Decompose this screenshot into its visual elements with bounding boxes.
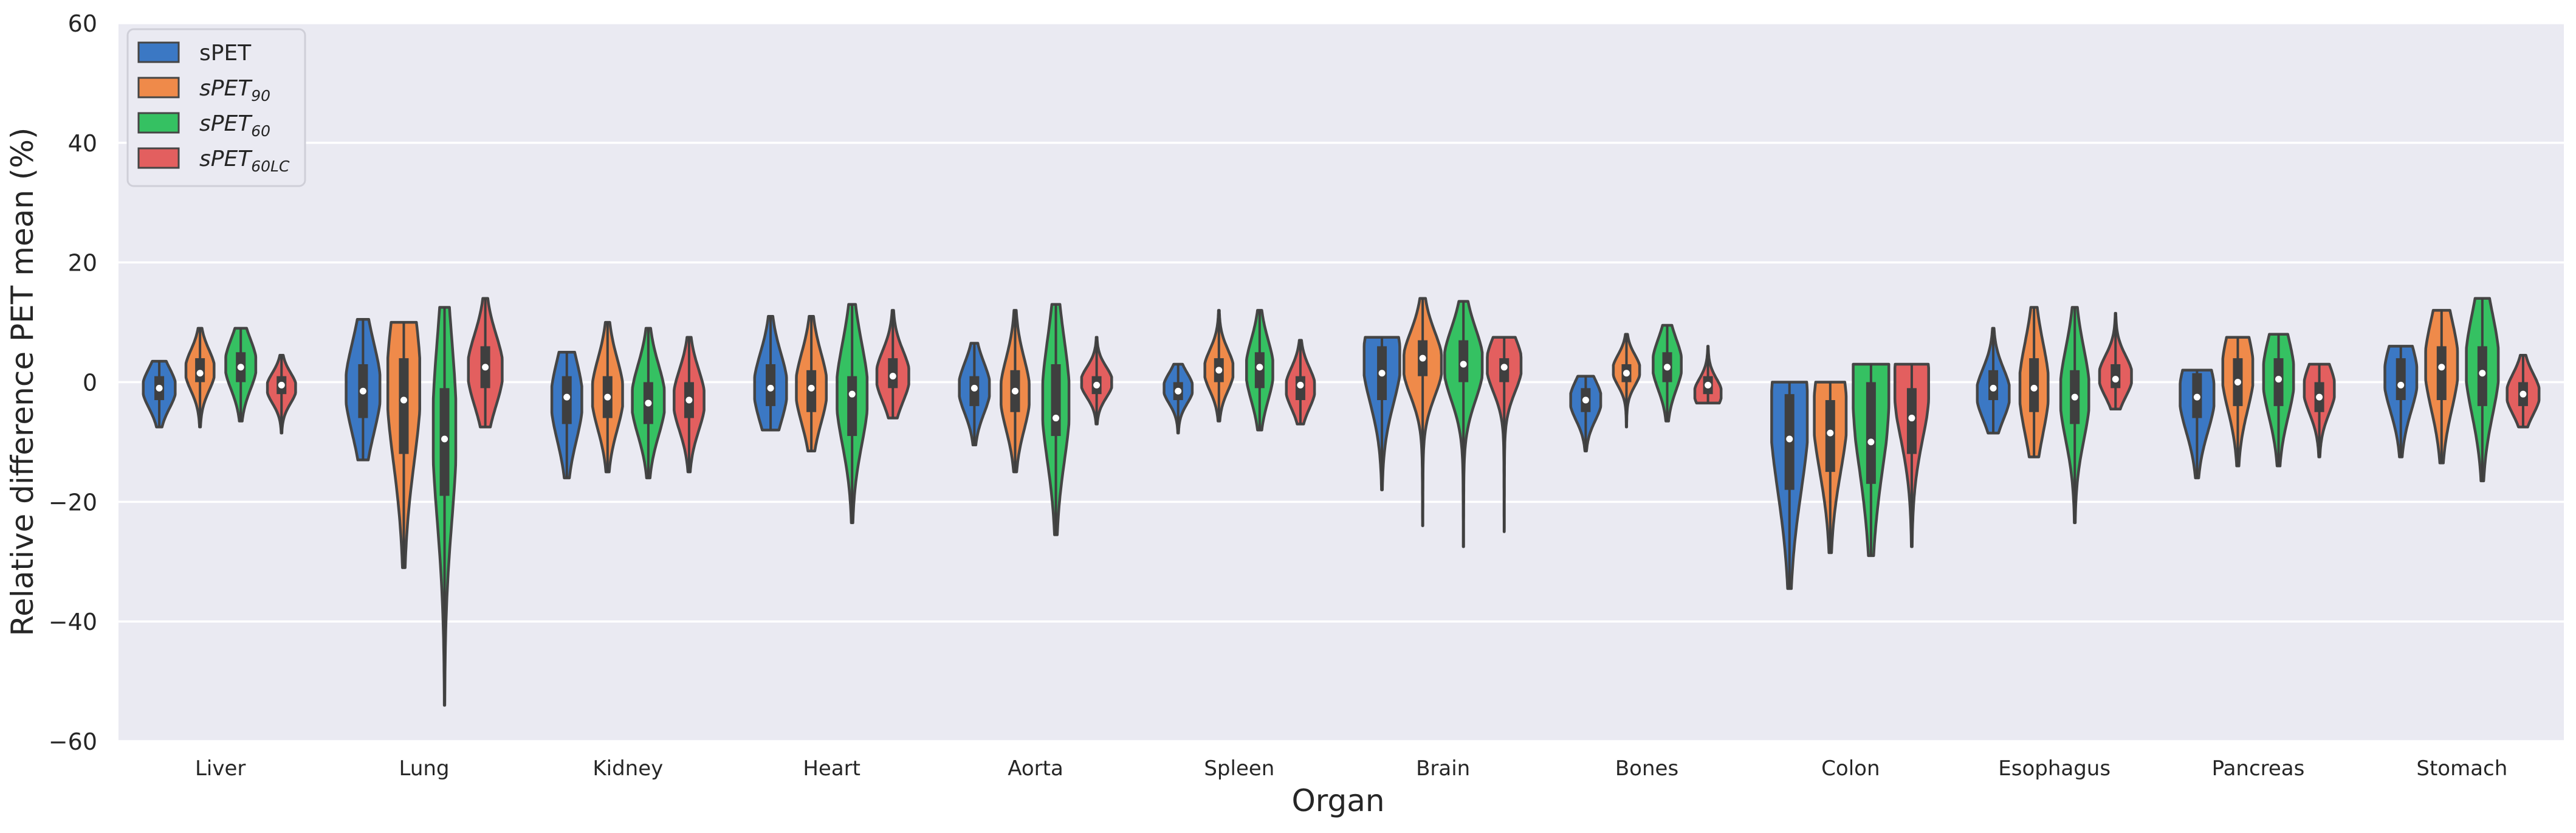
violin-median-dot [1297,381,1304,389]
violin-median-dot [196,370,204,377]
x-tick-label: Heart [803,756,860,781]
violin-median-dot [1460,361,1467,368]
violin-series-sPET [142,314,2419,590]
x-tick-label: Brain [1416,756,1470,781]
x-tick-label: Liver [195,756,246,781]
violin-median-dot [1093,381,1101,389]
violin-median-dot [1256,364,1263,371]
violin-median-dot [237,364,244,371]
x-tick-label: Aorta [1008,756,1063,781]
x-axis-ticks: Liver Lung Kidney Heart Aorta Spleen Brain Bone… [195,756,2507,781]
violin-series-sPET90 [184,297,2459,569]
violin-median-dot [359,387,366,395]
y-tick-label: 40 [68,130,97,157]
y-tick-label: −20 [49,489,97,516]
violin-median-dot [604,393,611,401]
violin-median-dot [1419,354,1426,362]
violin-median-dot [645,399,652,407]
violin-median-dot [2438,364,2445,371]
legend-label-subscript: 60 [251,122,270,140]
legend-label-sPET: sPET [199,41,252,66]
violin-median-dot [2030,384,2038,392]
violin-median-dot [1908,415,1915,422]
y-tick-label: 20 [68,250,97,277]
violin-median-dot [156,384,163,392]
x-tick-label: Stomach [2416,756,2507,781]
y-axis-ticks: −60 −40 −20 0 20 40 60 [49,10,97,755]
y-tick-label: −40 [49,609,97,635]
x-tick-label: Lung [399,756,449,781]
x-tick-label: Esophagus [1998,756,2111,781]
violin-median-dot [1215,367,1223,374]
violin-series-sPET60 [224,297,2500,707]
x-tick-label: Kidney [592,756,663,781]
violin-median-dot [441,435,448,443]
violin-iqr-box [399,358,409,454]
violin-iqr-box [1051,364,1061,437]
violin-median-dot [1175,387,1182,395]
violin-median-dot [1053,415,1060,422]
violin-median-dot [808,384,815,392]
violin-iqr-box [2436,346,2447,401]
x-tick-label: Colon [1821,756,1880,781]
violin-median-dot [1378,370,1386,377]
violin-median-dot [1827,429,1834,437]
violin-median-dot [2234,379,2241,385]
legend-swatch-sPET [137,41,180,63]
violin-series-sPET60LC [266,297,2541,548]
violin-median-dot [2397,381,2405,389]
violin-median-dot [1500,364,1508,371]
x-axis-title: Organ [1291,783,1384,818]
violin-median-dot [2071,393,2078,401]
violin-median-dot [400,396,407,404]
y-tick-label: 60 [68,10,97,37]
violin-median-dot [1582,396,1589,404]
y-tick-label: 0 [83,370,97,396]
violin-median-dot [848,390,856,398]
x-tick-label: Spleen [1204,756,1274,781]
violin-median-dot [970,384,978,392]
violin-median-dot [563,393,571,401]
y-tick-label: −60 [49,728,97,755]
violin-iqr-box [2396,358,2406,401]
violin-median-dot [2316,393,2323,401]
violin-median-dot [767,384,774,392]
legend-swatch-sPET60LC [137,147,180,169]
violin-median-dot [2479,370,2486,377]
violin-median-dot [482,364,489,371]
violin-median-dot [2112,376,2119,383]
violin-median-dot [278,381,285,389]
violin-iqr-box [847,376,857,437]
violin-median-dot [1705,381,1712,389]
legend-label-subscript: 60LC [251,157,290,175]
grid-lines [118,22,2564,742]
violin-median-dot [1623,370,1630,377]
legend-swatch-sPET90 [137,77,180,99]
violin-median-dot [2275,376,2282,383]
legend-frame [126,28,306,187]
y-axis-title: Relative difference PET mean (%) [5,128,40,637]
violin-median-dot [2193,393,2200,401]
violin-median-dot [1990,384,1997,392]
violin-median-dot [889,373,896,380]
x-tick-label: Pancreas [2212,756,2305,781]
violin-iqr-box [1866,382,1876,484]
violin-median-dot [1786,435,1793,443]
x-tick-label: Bones [1615,756,1678,781]
legend-label-subscript: 90 [251,87,270,105]
legend-swatch-sPET60 [137,112,180,134]
violins [142,297,2541,707]
violin-median-dot [2519,390,2527,398]
violin-median-dot [1867,438,1875,446]
violin-median-dot [1664,364,1671,371]
violin-median-dot [1011,387,1018,395]
violin-median-dot [685,396,693,404]
